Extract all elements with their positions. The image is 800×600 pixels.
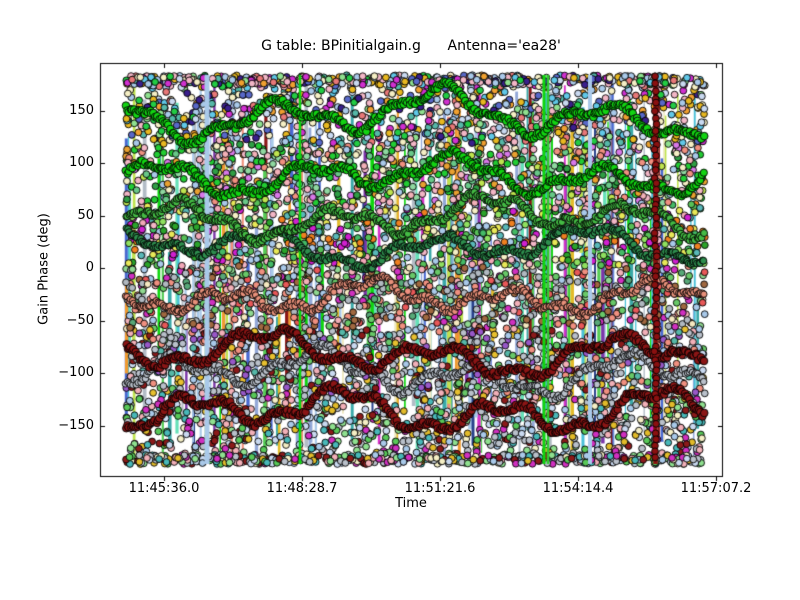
y-axis-label: Gain Phase (deg)	[36, 213, 52, 325]
y-tick-label: −100	[58, 365, 94, 380]
y-tick-label: 50	[77, 207, 94, 223]
x-axis-label: Time	[395, 496, 427, 511]
x-tick-label: 11:54:14.4	[542, 481, 614, 496]
y-tick-label: 0	[85, 260, 94, 275]
y-tick-label: 100	[69, 155, 94, 170]
y-tick-label: −50	[66, 312, 94, 328]
y-tick-label: 150	[69, 102, 94, 118]
x-tick-label: 11:57:07.2	[680, 481, 752, 496]
x-tick-label: 11:51:21.6	[404, 481, 476, 496]
x-tick-label: 11:48:28.7	[266, 481, 338, 496]
y-tick-label: −150	[58, 417, 94, 433]
plot-title: G table: BPinitialgain.g Antenna='ea28'	[261, 38, 561, 54]
x-tick-label: 11:45:36.0	[128, 481, 200, 496]
